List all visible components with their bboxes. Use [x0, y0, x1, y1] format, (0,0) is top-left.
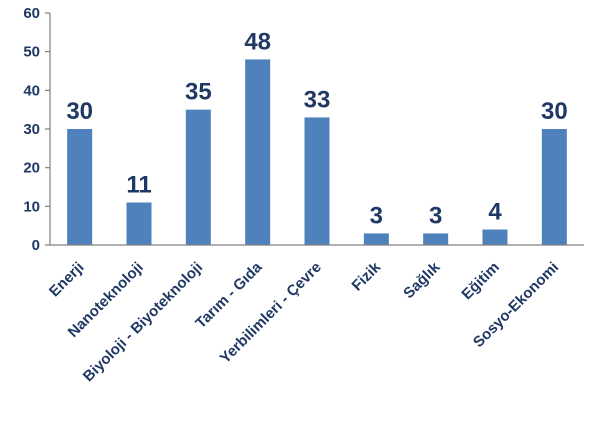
y-tick-label: 50: [23, 44, 40, 61]
y-tick-label: 10: [23, 198, 40, 215]
data-label: 11: [126, 171, 151, 198]
category-label: Biyoloji - Biyoteknoloji: [80, 259, 206, 385]
bar: [67, 129, 93, 245]
data-label: 35: [185, 79, 212, 106]
bar: [423, 233, 449, 245]
category-label: Sağlık: [400, 258, 444, 302]
data-label: 4: [488, 199, 502, 226]
bar: [185, 109, 211, 246]
category-label: Fizik: [349, 258, 385, 294]
y-tick-label: 40: [23, 82, 40, 99]
data-label: 30: [66, 98, 93, 125]
y-axis: 0 10 20 30 40 50 60: [23, 5, 50, 254]
data-label: 3: [429, 202, 442, 229]
bar: [541, 129, 567, 245]
category-label: Enerji: [46, 259, 87, 300]
bar: [482, 229, 508, 245]
data-label: 33: [304, 86, 331, 113]
bar: [304, 117, 330, 245]
y-tick-label: 60: [23, 5, 40, 22]
bar: [126, 202, 152, 245]
y-tick-label: 30: [23, 121, 40, 138]
bar: [363, 233, 389, 245]
y-tick-label: 20: [23, 160, 40, 177]
bars-group: [67, 59, 567, 246]
y-tick-label: 0: [32, 237, 40, 254]
category-label: Eğitim: [458, 259, 502, 303]
data-label: 30: [541, 98, 568, 125]
data-label: 48: [244, 28, 271, 55]
category-label: Yerbilimleri - Çevre: [217, 259, 325, 367]
data-label: 3: [370, 202, 383, 229]
bar: [245, 59, 271, 246]
